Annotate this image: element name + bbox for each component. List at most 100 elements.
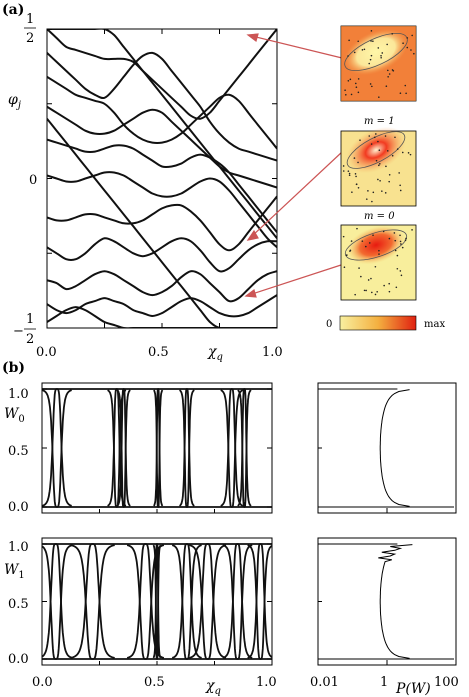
w0-dip-upper-1 [107,389,127,508]
arrow-bottom-head [244,288,257,298]
inset-bottom-dots [342,227,413,296]
inset-dot [399,92,402,95]
inset-dot [380,56,382,59]
inset-dot [391,69,394,71]
inset-dot [369,58,372,61]
inset-dot [402,42,404,45]
inset-bottom-label: m = 0 [364,211,395,222]
ytick-top-num: 1 [26,12,34,27]
inset-dot [394,239,397,242]
inset-dot [370,54,373,57]
arrow-mid-head [246,229,259,241]
inset-dot [401,151,404,154]
inset-dot [372,40,374,43]
p0-curve [318,388,454,508]
inset-dot [355,86,358,89]
inset-dot [400,274,403,277]
inset-dot [396,267,399,270]
inset-dot [405,237,407,240]
ytick-top-den: 2 [26,31,34,46]
inset-dot [351,191,353,193]
inset-dot [353,157,356,159]
inset-dot [399,270,402,272]
inset-dot [380,54,382,57]
w1-dip-upper-6 [222,544,253,660]
w0-ylabel-sub: 0 [18,414,24,425]
inset-bottom-blob [346,225,406,265]
inset-dot [348,172,351,175]
w0-dip-lower-4 [179,388,195,507]
ytick-bottom-num: 1 [26,312,34,327]
w-xlabel: χq [205,678,221,697]
inset-dot [363,289,366,292]
w1-dip-lower-1 [70,543,115,659]
inset-dot [353,51,356,54]
inset-dot [370,40,372,42]
inset-dot [357,186,360,189]
dist-plot-1: 0.01 1 100 P(W) [310,537,459,697]
inset-dot [399,184,401,187]
inset-dot [381,52,384,54]
arrow-mid [250,151,343,238]
inset-mid-ellipse [346,131,406,169]
inset-mid-label: m = 1 [364,116,395,127]
w0-dip-lower-1 [107,388,127,507]
inset-dot [347,55,349,57]
w0-lines [42,388,272,508]
inset-dot [347,79,350,82]
band-line-8 [47,270,277,303]
inset-dot [379,179,381,182]
band-line-3 [47,105,277,189]
inset-dot [395,286,398,289]
w0-dip-upper-6 [237,389,252,508]
band-plot: 1 2 0 − 1 2 φj 0.0 0.5 1.0 χq [8,12,283,363]
inset-dot [360,275,362,278]
colorbar-max-label: max [424,319,445,330]
colorbar-min-label: 0 [326,319,332,330]
w1-dip-upper-0 [42,544,73,660]
inset-dot [378,164,380,167]
w0-ticks [41,388,273,513]
band-line-9 [47,294,277,318]
w1-ticks [41,543,273,665]
p1-ticks [317,543,457,665]
p0-ticks [317,388,457,513]
inset-dot [349,78,352,81]
inset-dot [411,229,413,231]
inset-dot [411,34,413,37]
inset-dot [364,245,367,248]
inset-dot [368,135,371,137]
inset-dot [355,183,358,186]
inset-mid: m = 1 [340,116,417,207]
inset-dot [370,277,372,280]
inset-dot [373,136,376,139]
inset-dot [344,93,347,96]
inset-dot [399,234,401,237]
inset-dot [342,170,345,172]
w0-ylabel: W0 [4,406,25,425]
inset-dot [374,265,377,268]
inset-dot [385,165,387,168]
inset-dot [404,239,407,241]
inset-dot [404,84,407,87]
inset-dot [377,140,379,143]
p-xtick-0: 0.01 [310,675,339,690]
inset-dot [372,191,375,194]
inset-dot [357,78,360,80]
ytick-bottom-den: 2 [26,332,34,347]
inset-dot [400,243,402,245]
inset-dot [348,39,350,42]
band-line-7 [47,237,277,273]
p-xtick-2: 100 [434,675,459,690]
inset-dot [368,242,371,244]
inset-mid-blob [346,126,406,174]
inset-dot [361,240,364,242]
inset-dot [405,92,407,95]
inset-dot [396,148,399,150]
inset-dot [386,69,389,72]
inset-dot [370,291,373,294]
w0-dip-lower-5 [220,388,244,507]
xtick-0: 0.0 [36,345,57,360]
band-xlabel: χq [207,344,223,363]
